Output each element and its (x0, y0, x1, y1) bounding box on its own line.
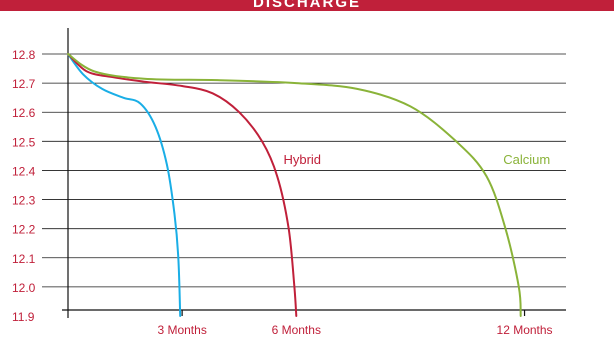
x-tick-label: 12 Months (497, 323, 553, 337)
y-tick-label: 11.9 (12, 310, 35, 324)
series-label-calcium: Calcium (503, 152, 550, 167)
y-tick-label: 12.6 (12, 106, 36, 120)
series-labels: Hybrid Calcium (283, 152, 550, 167)
y-tick-label: 12.5 (12, 135, 36, 149)
axes (62, 28, 566, 318)
title-banner (0, 0, 614, 11)
series-label-hybrid: Hybrid (283, 152, 321, 167)
y-tick-label: 12.3 (12, 194, 36, 208)
y-tick-label: 12.0 (12, 281, 36, 295)
y-tick-label: 12.8 (12, 48, 36, 62)
y-tick-label: 12.1 (12, 252, 36, 266)
series-lines (67, 53, 522, 317)
y-tick-label: 12.4 (12, 164, 36, 178)
chart-title: DISCHARGE (253, 0, 361, 11)
y-tick-label: 12.7 (12, 77, 36, 91)
y-tick-label: 12.2 (12, 223, 36, 237)
series-line-hybrid (67, 53, 298, 317)
series-line-unlabeled (67, 53, 182, 317)
series-line-calcium (67, 53, 522, 317)
axis-ticks: 12.8 12.7 12.6 12.5 12.4 12.3 12.2 12.1 12.0 11.9… (12, 48, 553, 337)
x-tick-label: 3 Months (157, 323, 206, 337)
grid-lines (42, 53, 566, 288)
x-tick-label: 6 Months (272, 323, 321, 337)
